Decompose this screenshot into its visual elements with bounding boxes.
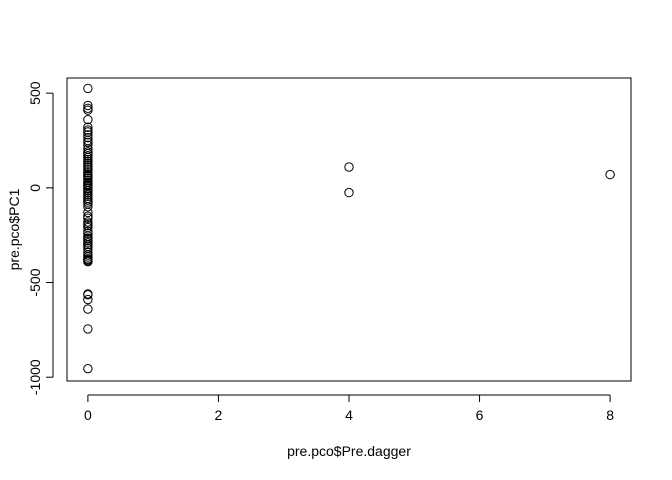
data-point	[83, 130, 93, 140]
data-point	[83, 202, 93, 212]
x-axis: 0 2 4 6 8	[84, 394, 614, 423]
y-axis: -1000 -500 0 500	[27, 81, 54, 395]
data-point	[83, 83, 93, 94]
data-point	[83, 324, 93, 334]
data-point	[83, 207, 93, 218]
plot-frame	[66, 77, 632, 382]
data-points	[83, 83, 615, 374]
x-tick-label: 2	[215, 407, 223, 423]
data-point	[83, 132, 93, 143]
data-point	[83, 255, 93, 265]
x-tick-label: 6	[476, 407, 484, 423]
data-point	[83, 221, 93, 231]
data-point	[83, 122, 93, 132]
data-point	[83, 241, 93, 252]
data-point	[83, 105, 93, 115]
x-axis-title: pre.pco$Pre.dagger	[287, 443, 411, 459]
x-tick-label: 8	[606, 407, 614, 423]
y-axis-title: pre.pco$PC1	[6, 188, 22, 270]
data-point	[83, 213, 93, 223]
y-tick-label: 500	[27, 81, 43, 105]
y-tick-label: -1000	[27, 359, 43, 395]
x-tick-label: 0	[84, 407, 92, 423]
x-tick-label: 4	[345, 407, 353, 423]
data-point	[83, 100, 93, 111]
data-point	[83, 294, 93, 305]
data-point	[83, 290, 93, 300]
data-point	[605, 169, 615, 180]
data-point	[83, 304, 93, 314]
data-point	[83, 226, 93, 237]
data-point	[83, 114, 93, 125]
y-tick-label: 0	[27, 184, 43, 192]
data-point	[344, 162, 354, 172]
data-point	[83, 180, 93, 190]
y-tick-label: -500	[27, 268, 43, 296]
data-point	[83, 170, 93, 181]
data-point	[344, 187, 354, 198]
data-point	[83, 363, 93, 374]
data-point	[83, 137, 93, 148]
